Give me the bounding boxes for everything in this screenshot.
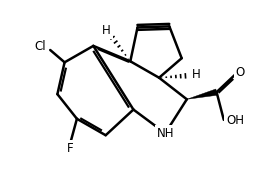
Text: OH: OH	[226, 114, 244, 127]
Text: Cl: Cl	[34, 40, 46, 53]
Text: NH: NH	[156, 127, 174, 140]
Text: F: F	[66, 142, 73, 155]
Text: H: H	[192, 68, 201, 81]
Text: H: H	[102, 24, 111, 37]
Text: O: O	[236, 66, 245, 78]
Polygon shape	[187, 89, 217, 99]
